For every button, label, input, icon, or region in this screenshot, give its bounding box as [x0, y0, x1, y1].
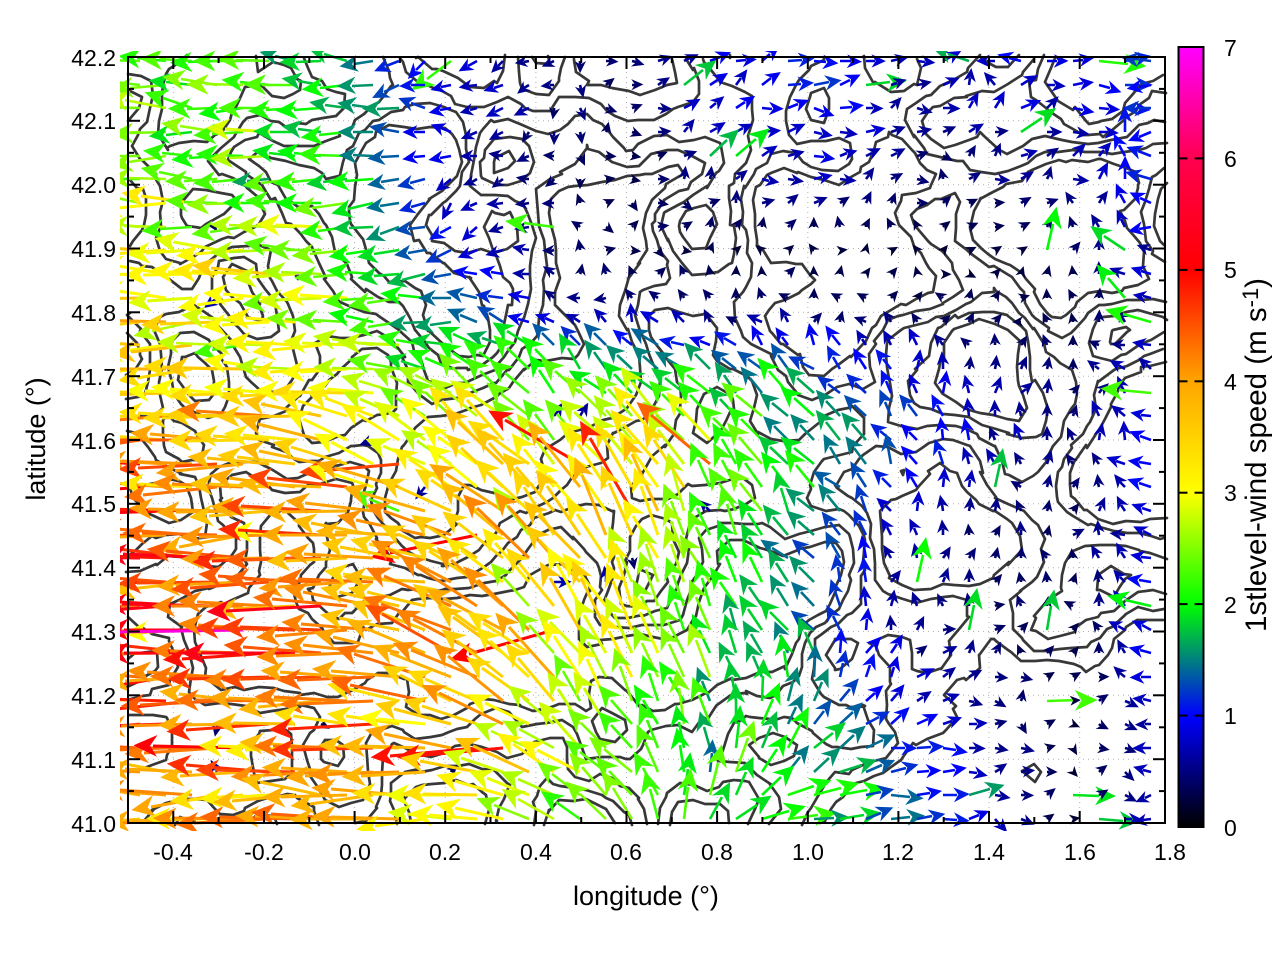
- svg-text:42.1: 42.1: [71, 108, 116, 134]
- svg-text:1.6: 1.6: [1064, 839, 1096, 865]
- svg-text:5: 5: [1224, 257, 1237, 283]
- svg-text:41.9: 41.9: [71, 236, 116, 262]
- svg-text:1stlevel-wind speed (m s-1): 1stlevel-wind speed (m s-1): [1238, 278, 1273, 632]
- svg-text:41.2: 41.2: [71, 683, 116, 709]
- svg-text:1.0: 1.0: [792, 839, 824, 865]
- svg-text:41.4: 41.4: [71, 555, 116, 581]
- svg-text:2: 2: [1224, 592, 1237, 618]
- svg-text:longitude (°): longitude (°): [573, 881, 719, 911]
- svg-text:0.0: 0.0: [339, 839, 371, 865]
- svg-text:41.1: 41.1: [71, 747, 116, 773]
- svg-text:1: 1: [1224, 703, 1237, 729]
- svg-text:41.3: 41.3: [71, 619, 116, 645]
- svg-text:3: 3: [1224, 480, 1237, 506]
- svg-text:-0.2: -0.2: [244, 839, 284, 865]
- svg-text:-0.4: -0.4: [153, 839, 193, 865]
- svg-text:42.2: 42.2: [71, 45, 116, 71]
- svg-text:7: 7: [1224, 35, 1237, 61]
- svg-text:6: 6: [1224, 146, 1237, 172]
- svg-text:41.0: 41.0: [71, 811, 116, 837]
- svg-text:0.2: 0.2: [429, 839, 461, 865]
- svg-text:0.8: 0.8: [701, 839, 733, 865]
- svg-text:0.4: 0.4: [520, 839, 552, 865]
- svg-text:41.6: 41.6: [71, 428, 116, 454]
- svg-text:0.6: 0.6: [610, 839, 642, 865]
- svg-text:1.4: 1.4: [973, 839, 1005, 865]
- svg-text:4: 4: [1224, 369, 1237, 395]
- svg-text:latitude (°): latitude (°): [21, 377, 51, 500]
- svg-text:42.0: 42.0: [71, 172, 116, 198]
- svg-text:41.8: 41.8: [71, 300, 116, 326]
- svg-text:41.5: 41.5: [71, 491, 116, 517]
- svg-text:0: 0: [1224, 815, 1237, 841]
- svg-text:1.2: 1.2: [882, 839, 914, 865]
- svg-text:41.7: 41.7: [71, 364, 116, 390]
- svg-text:1.8: 1.8: [1154, 839, 1186, 865]
